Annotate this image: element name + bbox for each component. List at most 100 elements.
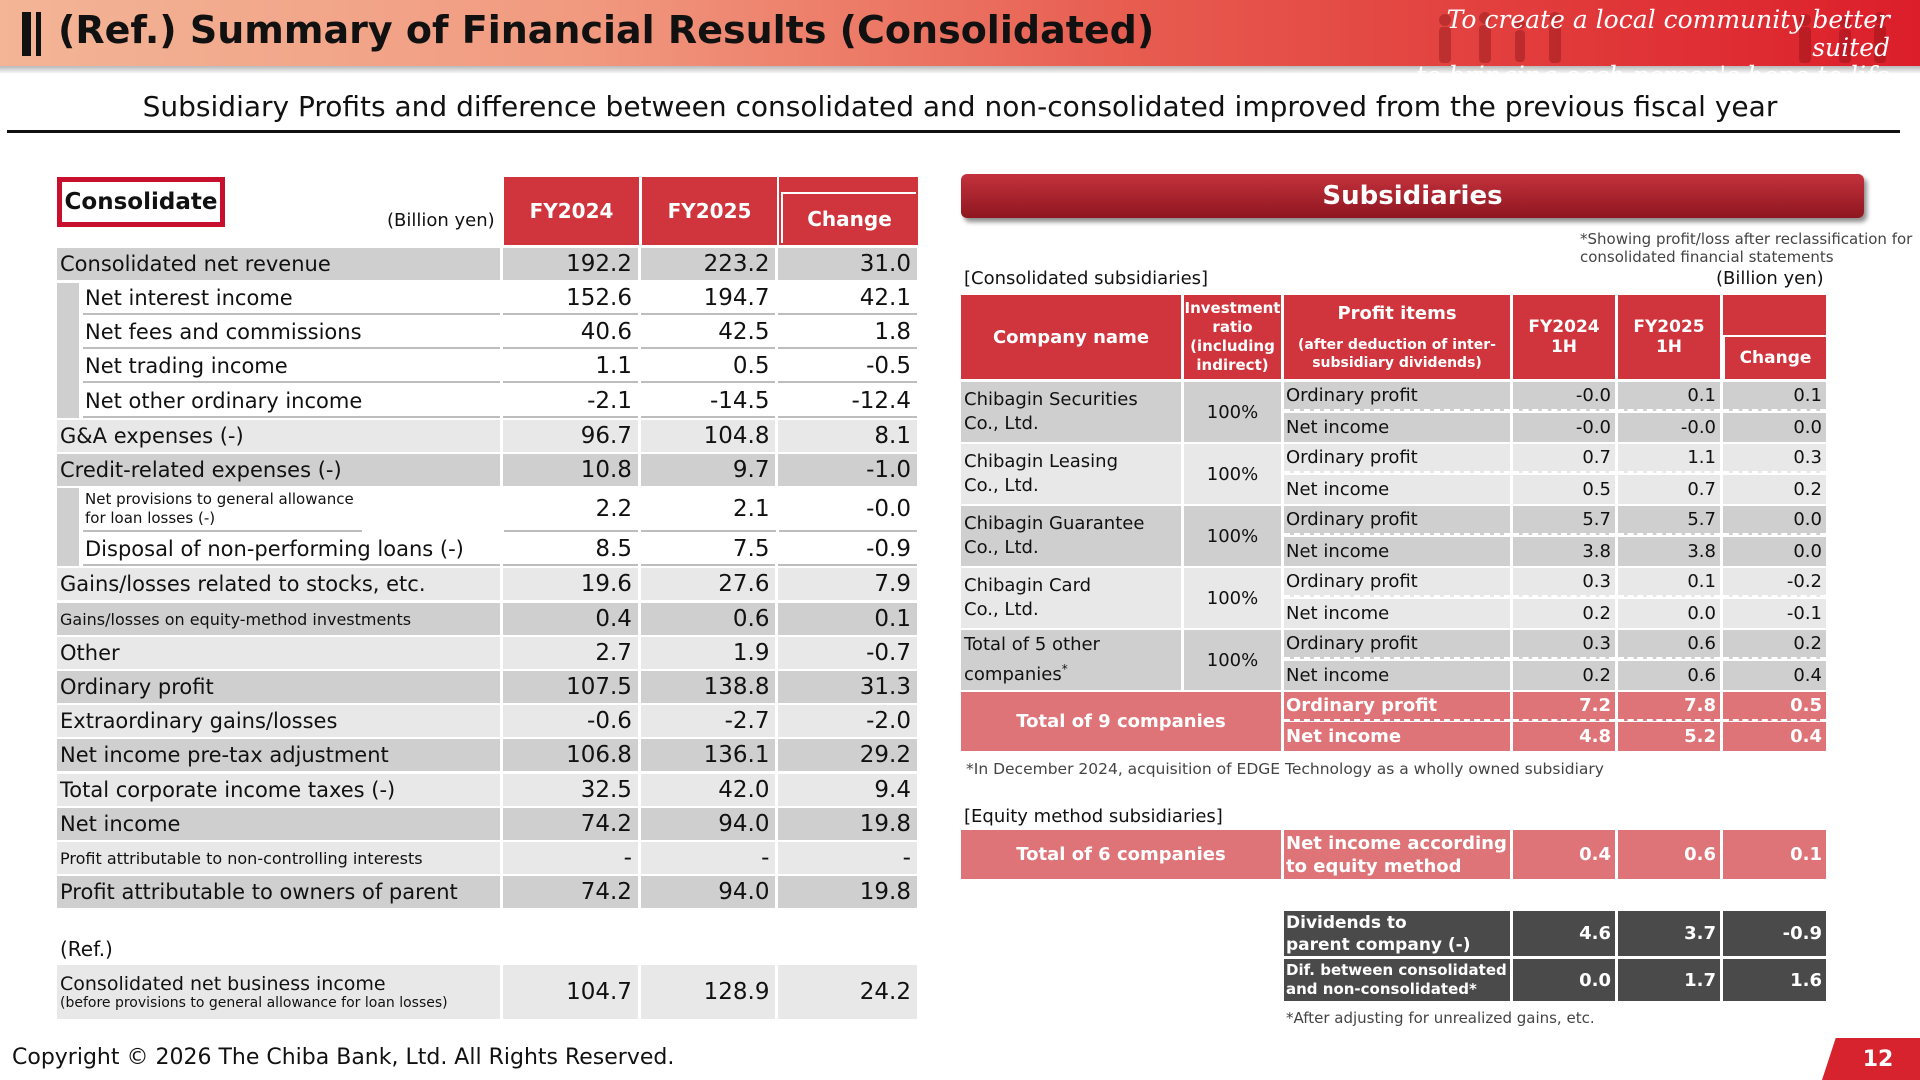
value-fy2025: 0.7 [1618, 475, 1720, 504]
row-value-fy2025: 104.8 [640, 420, 776, 452]
value-fy2024: 0.2 [1513, 599, 1615, 628]
row-value-change: 29.2 [778, 739, 917, 771]
company-name-line-1: Chibagin Leasing [964, 451, 1119, 472]
value-fy2025: -0.0 [1618, 413, 1720, 442]
row-value-change: 19.8 [778, 876, 917, 908]
value-fy2024: -0.0 [1513, 413, 1615, 442]
total-fy2025: 7.8 [1618, 692, 1720, 721]
row-value-change: -1.0 [778, 454, 917, 486]
profit-item-label: Net income [1284, 537, 1510, 566]
table-row: Profit attributable to owners of parent 7… [57, 876, 917, 908]
page-title: (Ref.) Summary of Financial Results (Con… [58, 8, 1155, 52]
dif-fy2025: 1.7 [1618, 959, 1720, 1001]
row-value-fy2024: 2.7 [503, 637, 638, 669]
row-label: Net fees and commissions [83, 317, 501, 349]
row-label: Extraordinary gains/losses [57, 705, 501, 737]
row-label: Net income [57, 808, 501, 840]
row-value-fy2024: - [503, 842, 638, 874]
table-row: Net interest income 152.6 194.7 42.1 [57, 283, 917, 315]
row-value-fy2025: 9.7 [640, 454, 776, 486]
ref-row: Consolidated net business income (before… [57, 965, 917, 1019]
row-value-fy2024: 2.2 [503, 488, 639, 532]
ref-label: (Ref.) [60, 937, 113, 961]
ref-row-label: Consolidated net business income (before… [57, 965, 501, 1019]
profit-item-label: Net income [1284, 661, 1510, 690]
row-value-change: 1.8 [778, 317, 917, 349]
value-change: 0.0 [1723, 413, 1826, 442]
row-value-fy2025: -2.7 [640, 705, 776, 737]
row-value-fy2024: 106.8 [503, 739, 638, 771]
table-row: Consolidated net revenue 192.2 223.2 31.0 [57, 248, 917, 280]
profit-item-label: Net income [1284, 413, 1510, 442]
table-row: Profit attributable to non-controlling i… [57, 842, 917, 874]
row-value-fy2024: 10.8 [503, 454, 638, 486]
header-profit-line-1: Profit items [1337, 302, 1457, 324]
value-fy2024: 3.8 [1513, 537, 1615, 566]
table-row: Gains/losses related to stocks, etc. 19.6… [57, 568, 917, 600]
row-value-change: 31.0 [778, 248, 917, 280]
company-name: Chibagin Guarantee Co., Ltd. [961, 506, 1181, 566]
row-value-fy2025: 136.1 [640, 739, 776, 771]
investment-ratio: 100% [1184, 568, 1281, 628]
equity-change: 0.1 [1723, 830, 1826, 879]
investment-ratio: 100% [1184, 382, 1281, 442]
tagline-line-1: To create a local community better suite… [1446, 5, 1890, 62]
table-row: Other 2.7 1.9 -0.7 [57, 637, 917, 669]
value-fy2024: -0.0 [1513, 382, 1615, 411]
value-change: 0.2 [1723, 475, 1826, 504]
company-name-line-1: Chibagin Securities [964, 389, 1138, 410]
row-value-fy2024: 74.2 [503, 876, 638, 908]
company-name: Total of 5 other companies* [961, 630, 1181, 690]
unit-label-right: (Billion yen) [1716, 268, 1824, 289]
value-change: 0.0 [1723, 537, 1826, 566]
note-reclassification-line-1: *Showing profit/loss after reclassificat… [1580, 230, 1913, 248]
value-fy2025: 3.8 [1618, 537, 1720, 566]
table-row: Gains/losses on equity-method investment… [57, 603, 917, 635]
copyright: Copyright © 2026 The Chiba Bank, Ltd. Al… [12, 1045, 675, 1070]
row-value-fy2025: 223.2 [640, 248, 776, 280]
value-fy2025: 0.1 [1618, 568, 1720, 597]
row-value-fy2024: -2.1 [503, 386, 638, 418]
row-value-fy2024: -0.6 [503, 705, 638, 737]
ref-row-fy2024: 104.7 [503, 965, 638, 1019]
total-companies-name: Total of 9 companies [961, 692, 1281, 751]
row-label: Net income pre-tax adjustment [57, 739, 501, 771]
value-fy2024: 0.7 [1513, 444, 1615, 473]
value-change: 0.4 [1723, 661, 1826, 690]
row-value-fy2025: 0.6 [640, 603, 776, 635]
row-value-change: -12.4 [778, 386, 917, 418]
dividends-change: -0.9 [1723, 911, 1826, 956]
page-number: 12 [1822, 1038, 1920, 1080]
total-change: 0.4 [1723, 722, 1826, 751]
page-subtitle: Subsidiary Profits and difference betwee… [142, 90, 1778, 123]
header-bar [0, 0, 1920, 66]
header-fy2024-1h: FY2024 1H [1513, 295, 1615, 379]
dividends-label-line-2: parent company (-) [1286, 934, 1471, 955]
header-fy2025-line-1: FY2025 [1633, 317, 1705, 337]
ref-row-fy2025: 128.9 [640, 965, 776, 1019]
row-value-change: 9.4 [778, 774, 917, 806]
total-item-label: Ordinary profit [1284, 692, 1510, 721]
value-fy2024: 0.3 [1513, 630, 1615, 659]
row-value-change: - [778, 842, 917, 874]
people-silhouettes-icon [1439, 12, 1886, 63]
row-value-fy2025: 138.8 [640, 671, 776, 703]
company-name-line-1: Chibagin Card [964, 575, 1092, 596]
row-value-fy2025: 42.0 [640, 774, 776, 806]
header-investment-ratio: Investment ratio (including indirect) [1184, 295, 1281, 379]
equity-label-line-1: Net income according [1286, 832, 1507, 854]
investment-ratio: 100% [1184, 630, 1281, 690]
value-fy2024: 0.2 [1513, 661, 1615, 690]
indent-bar [57, 488, 79, 566]
row-label: Other [57, 637, 501, 669]
equity-fy2024: 0.4 [1513, 830, 1615, 879]
row-value-fy2025: 42.5 [640, 317, 776, 349]
company-name-line-1: Chibagin Guarantee [964, 513, 1145, 534]
value-fy2024: 0.3 [1513, 568, 1615, 597]
row-label: Net other ordinary income [83, 386, 501, 418]
table-row: Net income 74.2 94.0 19.8 [57, 808, 917, 840]
row-value-fy2024: 74.2 [503, 808, 638, 840]
table-row: Net income pre-tax adjustment 106.8 136.1 2… [57, 739, 917, 771]
section-consolidated-subsidiaries: [Consolidated subsidiaries] [964, 268, 1209, 289]
section-equity-method: [Equity method subsidiaries] [964, 806, 1223, 827]
